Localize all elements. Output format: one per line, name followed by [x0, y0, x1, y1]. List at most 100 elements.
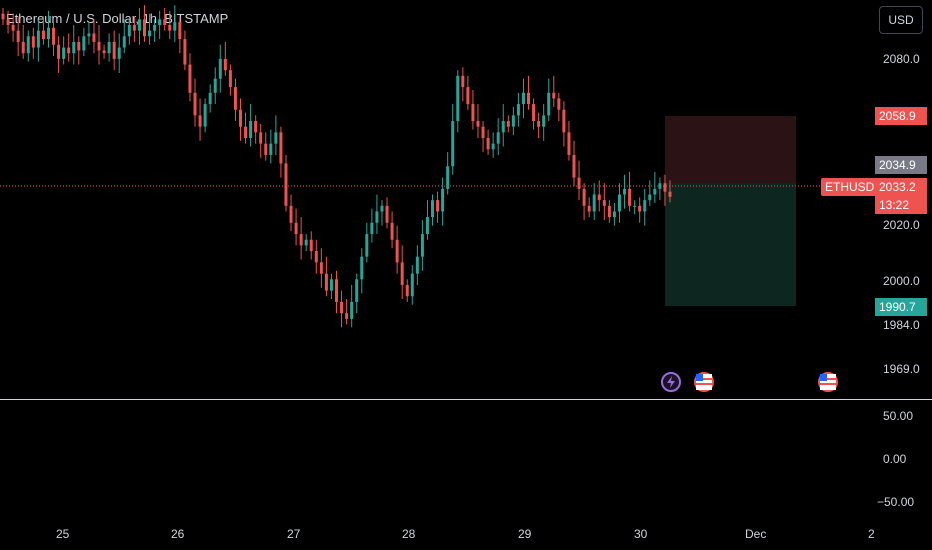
candle-body	[425, 217, 429, 235]
candle-body	[1, 13, 5, 20]
candle-body	[57, 44, 61, 59]
candle-body	[11, 24, 15, 31]
candle-body	[562, 109, 566, 133]
candle-body	[259, 132, 263, 144]
stop-price-tag[interactable]: 2058.9	[875, 107, 927, 125]
candle-body	[587, 205, 591, 212]
candle-body	[228, 70, 232, 88]
candle-body	[82, 36, 86, 51]
candle-body	[542, 115, 546, 127]
us-flag-icon[interactable]	[818, 372, 838, 392]
candle-body	[612, 211, 616, 218]
candle-body	[208, 92, 212, 105]
candle-body	[446, 166, 450, 189]
candle-body	[602, 200, 606, 206]
candle-body	[511, 115, 515, 127]
candle-body	[537, 121, 541, 127]
candle-body	[158, 19, 162, 25]
candle-body	[476, 121, 480, 127]
price-tick: 1984.0	[883, 318, 920, 332]
candle-body	[26, 36, 30, 54]
candles-group	[1, 5, 672, 328]
lightning-icon[interactable]	[661, 372, 681, 392]
candle-body	[31, 36, 35, 48]
candle-body	[299, 234, 303, 246]
candle-body	[122, 36, 126, 48]
candle-body	[355, 279, 359, 302]
candle-body	[643, 200, 647, 212]
candle-body	[254, 121, 258, 133]
take-profit-zone[interactable]	[665, 183, 796, 306]
candle-body	[557, 98, 561, 110]
candle-body	[233, 87, 237, 110]
candle-body	[471, 104, 475, 122]
candle-body	[16, 30, 20, 42]
candle-body	[420, 234, 424, 257]
candle-body	[238, 109, 242, 127]
candle-body	[567, 132, 571, 155]
candle-body	[628, 188, 632, 206]
candle-body	[137, 19, 141, 31]
candle-body	[653, 188, 657, 195]
candle-body	[102, 50, 106, 54]
candle-body	[365, 234, 369, 257]
candle-body	[577, 177, 581, 189]
candle-body	[496, 132, 500, 144]
candle-body	[294, 222, 298, 235]
candle-body	[193, 92, 197, 116]
candle-body	[532, 104, 536, 122]
entry-price-tag[interactable]: 2034.9	[875, 156, 927, 174]
candle-body	[178, 22, 182, 40]
candle-body	[658, 183, 662, 189]
target-price-tag[interactable]: 1990.7	[875, 298, 927, 316]
symbol-title[interactable]: Ethereum / U.S. Dollar, 1h, BITSTAMP	[6, 11, 229, 26]
candle-body	[385, 205, 389, 223]
candle-body	[405, 284, 409, 297]
candle-body	[41, 30, 45, 40]
candle-body	[466, 87, 470, 105]
time-tick: 25	[56, 527, 70, 541]
time-tick: 30	[634, 527, 648, 541]
symbol-tag[interactable]: ETHUSD	[821, 178, 879, 196]
candle-body	[269, 143, 273, 155]
candle-body	[319, 262, 323, 274]
currency-button[interactable]: USD	[879, 6, 923, 34]
candle-body	[264, 143, 268, 155]
candle-body	[638, 205, 642, 212]
candle-body	[304, 239, 308, 246]
candle-body	[350, 301, 354, 319]
candle-body	[370, 222, 374, 235]
price-tick: 2020.0	[883, 218, 920, 232]
candle-body	[592, 194, 596, 212]
candle-body	[516, 104, 520, 116]
candle-body	[309, 239, 313, 252]
candle-body	[395, 239, 399, 263]
candle-body	[400, 262, 404, 285]
us-flag-icon[interactable]	[694, 372, 714, 392]
time-tick: 2	[868, 527, 875, 541]
candle-body	[461, 75, 465, 88]
candle-body	[77, 41, 81, 51]
candle-body	[46, 27, 50, 40]
candle-body	[390, 222, 394, 240]
candle-body	[183, 39, 187, 65]
candle-body	[436, 200, 440, 212]
candle-body	[521, 92, 525, 105]
stop-loss-zone[interactable]	[665, 116, 796, 183]
candle-body	[279, 132, 283, 164]
candle-body	[188, 64, 192, 93]
candle-body	[481, 126, 485, 138]
candle-body	[289, 205, 293, 223]
indicator-tick: 50.00	[883, 409, 914, 423]
candle-body	[284, 163, 288, 206]
candle-body	[663, 183, 667, 192]
pane-divider[interactable]	[0, 399, 932, 400]
candle-body	[491, 143, 495, 150]
candle-body	[456, 75, 460, 122]
current-price-tag[interactable]: 2033.2	[875, 178, 927, 196]
candle-body	[597, 194, 601, 201]
candle-body	[173, 22, 177, 31]
countdown-tag: 13:22	[875, 196, 927, 214]
candle-body	[547, 92, 551, 116]
